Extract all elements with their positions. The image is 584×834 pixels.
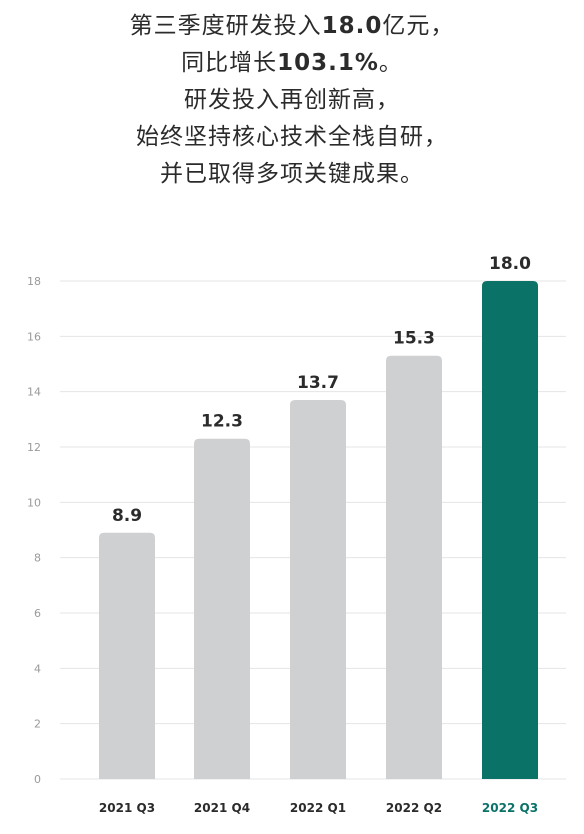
headline-highlight-growth: 103.1% xyxy=(277,50,379,76)
headline-text: 亿元， xyxy=(382,13,455,39)
y-tick-label: 10 xyxy=(27,496,41,509)
x-tick-label: 2021 Q3 xyxy=(99,801,155,815)
y-tick-label: 6 xyxy=(34,607,41,620)
y-tick-label: 12 xyxy=(27,441,41,454)
headline-text: 。 xyxy=(378,50,403,76)
x-tick-label: 2022 Q3 xyxy=(482,801,538,815)
bar-value-label: 15.3 xyxy=(393,329,435,349)
bar xyxy=(386,355,442,779)
bar-value-label: 12.3 xyxy=(201,412,243,432)
x-tick-label: 2021 Q4 xyxy=(194,801,250,815)
headline-line-4: 始终坚持核心技术全栈自研， xyxy=(136,124,448,150)
bar-value-label: 13.7 xyxy=(297,373,339,393)
y-tick-label: 8 xyxy=(34,552,41,565)
headline-highlight-amount: 18.0 xyxy=(321,13,383,39)
bar-value-label: 18.0 xyxy=(489,254,531,274)
headline-line-5: 并已取得多项关键成果。 xyxy=(160,161,424,187)
y-tick-label: 4 xyxy=(34,662,41,675)
headline-line-2: 同比增长103.1%。 xyxy=(0,45,584,82)
y-tick-label: 14 xyxy=(27,386,41,399)
y-tick-label: 0 xyxy=(34,773,41,786)
y-tick-label: 16 xyxy=(27,330,41,343)
y-tick-label: 18 xyxy=(27,275,41,288)
headline-line-3: 研发投入再创新高， xyxy=(184,87,400,113)
x-tick-label: 2022 Q2 xyxy=(386,801,442,815)
headline: 第三季度研发投入18.0亿元， 同比增长103.1%。 研发投入再创新高， 始终… xyxy=(0,8,584,193)
bar-value-label: 8.9 xyxy=(112,506,142,526)
headline-text: 同比增长 xyxy=(181,50,278,76)
bar xyxy=(194,438,250,779)
bar xyxy=(290,399,346,779)
headline-text: 第三季度研发投入 xyxy=(129,13,322,39)
x-tick-label: 2022 Q1 xyxy=(290,801,346,815)
headline-line-1: 第三季度研发投入18.0亿元， xyxy=(0,8,584,45)
bar xyxy=(99,532,155,779)
bar xyxy=(482,281,538,779)
y-tick-label: 2 xyxy=(34,718,41,731)
